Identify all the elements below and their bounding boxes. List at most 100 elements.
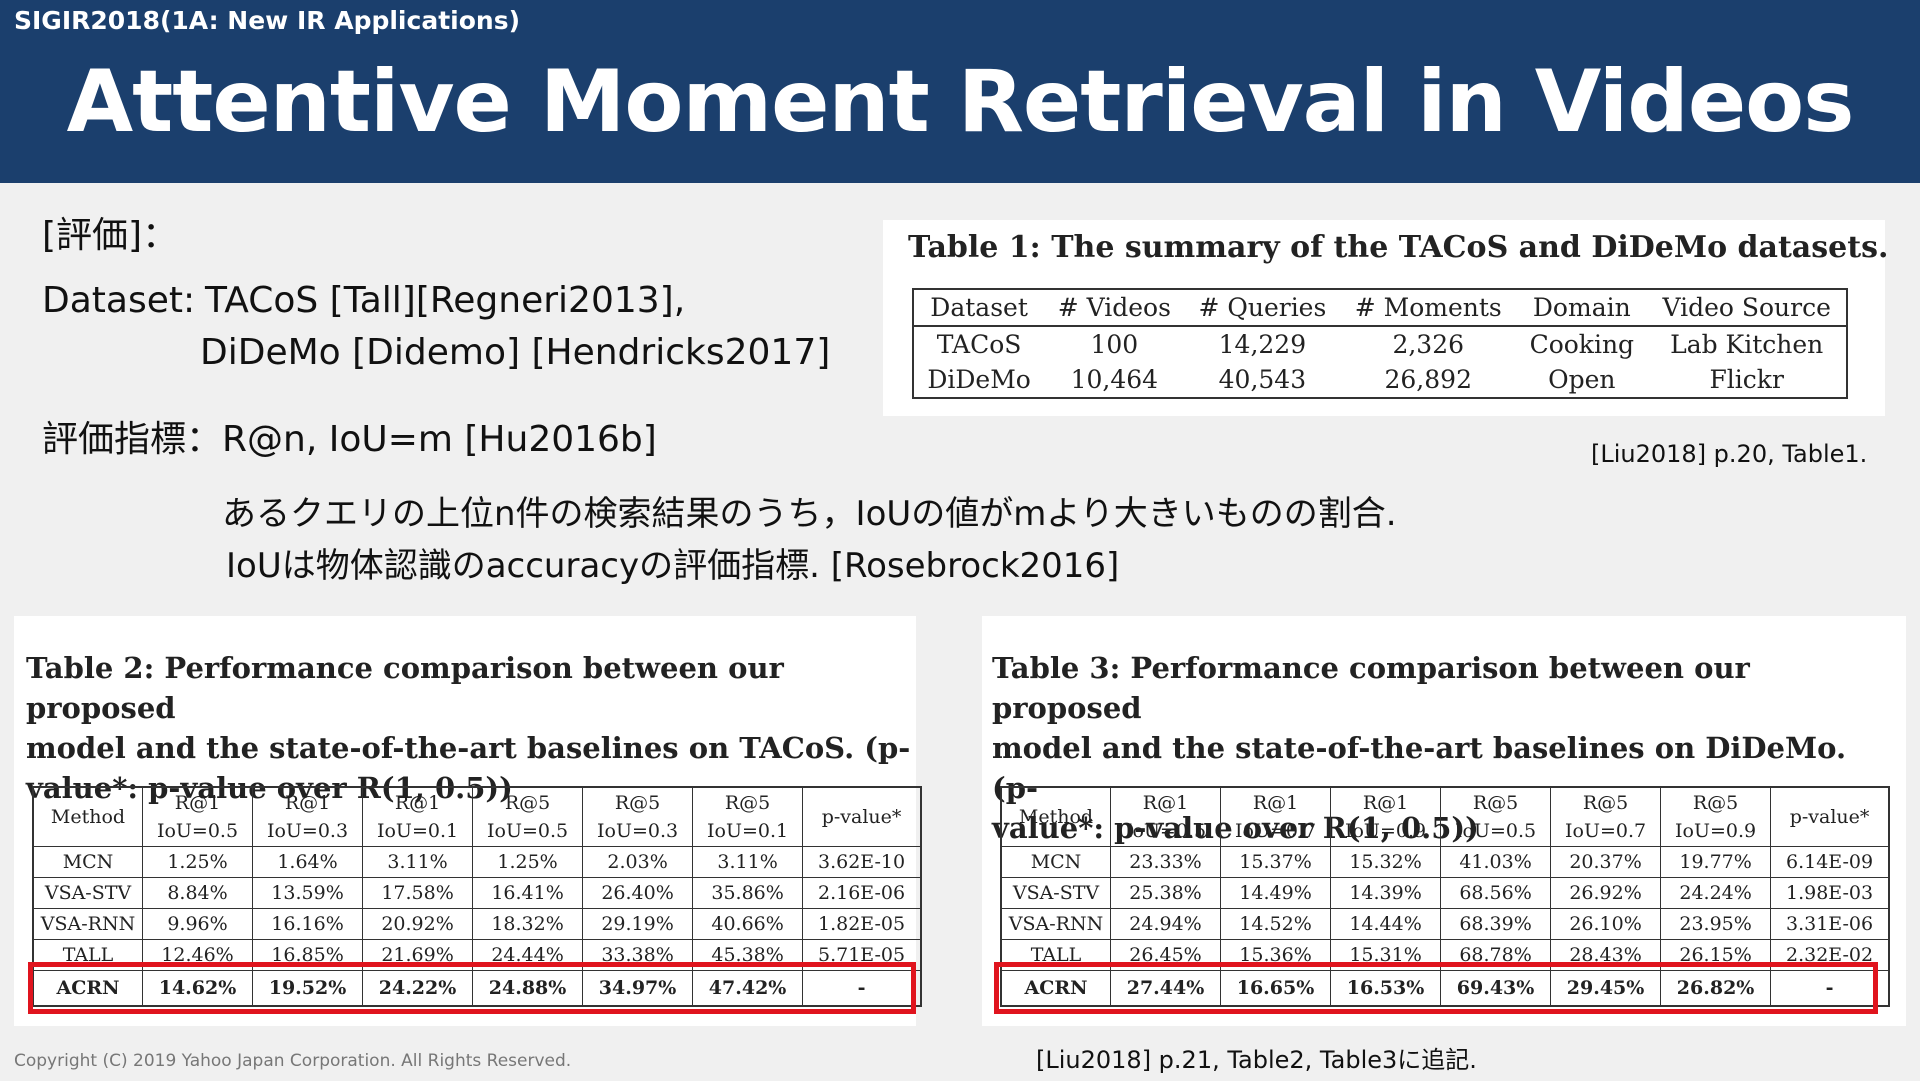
table2-value-cell: 20.92%	[362, 908, 474, 940]
table1-header-cell: Dataset	[930, 293, 1028, 322]
table3-header-text: R@5	[1692, 792, 1739, 814]
table2-method-cell: VSA-RNN	[32, 908, 143, 940]
table1-cell: 10,464	[1070, 365, 1159, 394]
table2-value-cell: 18.32%	[472, 908, 584, 940]
table3-value-cell: 3.31E-06	[1770, 908, 1890, 940]
table2-value-cell: 3.62E-10	[802, 846, 922, 878]
table3-header-cell: R@5 IoU=0.9	[1660, 786, 1772, 847]
table3-value-cell: 26.82%	[1660, 970, 1772, 1007]
table2-value-cell: 35.86%	[692, 877, 804, 909]
table2-header-cell: R@1 IoU=0.3	[252, 786, 364, 847]
table3-method-cell: VSA-STV	[1000, 877, 1111, 909]
dataset-label: Dataset:	[42, 280, 196, 321]
table3-header-text: R@1	[1362, 792, 1409, 814]
table2-value-cell: 2.16E-06	[802, 877, 922, 909]
table3-header-text: IoU=0.9	[1344, 820, 1427, 842]
table3-header-text: IoU=0.7	[1565, 820, 1647, 842]
table3-header-cell: Method	[1000, 786, 1111, 847]
table2-value-cell: 47.42%	[692, 970, 804, 1007]
explanation-line-1: あるクエリの上位n件の検索結果のうち，IoUの値がmより大きいものの割合.	[222, 494, 1397, 534]
table2-header-text: IoU=0.5	[487, 820, 569, 842]
table1-cell: Flickr	[1709, 365, 1784, 394]
table3-header-text: R@1	[1142, 792, 1189, 814]
table3-value-cell: 16.65%	[1220, 970, 1332, 1007]
table3-header-text: R@5	[1472, 792, 1519, 814]
table1-cell: Lab Kitchen	[1670, 330, 1824, 359]
table1-header-cell: Domain	[1532, 293, 1631, 322]
slide-title: Attentive Moment Retrieval in Videos	[66, 52, 1855, 152]
table3-value-cell: 41.03%	[1440, 846, 1552, 878]
table3-value-cell: 14.49%	[1220, 877, 1332, 909]
table1-cell: DiDeMo	[927, 365, 1031, 394]
table3-header-cell: p-value*	[1770, 786, 1890, 847]
tables-source: [Liu2018] p.21, Table2, Table3に追記.	[1036, 1046, 1477, 1074]
table2-value-cell: 17.58%	[362, 877, 474, 909]
table1-header-cell: # Queries	[1198, 293, 1327, 322]
dataset-line-1: TACoS [Tall][Regneri2013],	[205, 280, 686, 321]
table2-header-cell: R@5 IoU=0.5	[472, 786, 584, 847]
table3-header-text: p-value*	[1789, 806, 1870, 828]
table2-value-cell: 16.41%	[472, 877, 584, 909]
table3-value-cell: 68.39%	[1440, 908, 1552, 940]
table3-value-cell: 6.14E-09	[1770, 846, 1890, 878]
table2-caption-line-2: model and the state-of-the-art baselines…	[26, 731, 911, 765]
table2-value-cell: 13.59%	[252, 877, 364, 909]
table2-value-cell: 1.25%	[141, 846, 254, 878]
table3-value-cell: 15.32%	[1330, 846, 1442, 878]
table2-header-text: R@1	[284, 792, 331, 814]
table3-value-cell: 26.10%	[1550, 908, 1662, 940]
table2-value-cell: 34.97%	[582, 970, 694, 1007]
table3-header-cell: R@5 IoU=0.5	[1440, 786, 1552, 847]
table3-header-text: IoU=0.5	[1124, 820, 1207, 842]
conference-label: SIGIR2018(1A: New IR Applications)	[14, 6, 520, 35]
eval-heading: [評価]：	[42, 215, 179, 256]
table2-value-cell: 3.11%	[692, 846, 804, 878]
table1-row: DiDeMo 10,464 40,543 26,892 Open Flickr	[913, 362, 1847, 398]
table2-row: VSA-RNN 9.96% 16.16% 20.92% 18.32% 29.19% 40.6…	[32, 908, 922, 940]
table3-value-cell: 20.37%	[1550, 846, 1662, 878]
title-banner: SIGIR2018(1A: New IR Applications) Atten…	[0, 0, 1920, 183]
table3-value-cell: 29.45%	[1550, 970, 1662, 1007]
table1-header-cell: # Moments	[1354, 293, 1502, 322]
table3-method-cell: MCN	[1000, 846, 1111, 878]
table2-header-text: IoU=0.3	[597, 820, 679, 842]
table2-header-cell: Method	[32, 786, 143, 847]
table1-source: [Liu2018] p.20, Table1.	[1591, 440, 1868, 468]
table2-header-text: R@1	[174, 792, 221, 814]
table3-row: ACRN 27.44% 16.65% 16.53% 69.43% 29.45% 26.82%…	[1000, 970, 1890, 1007]
table3-value-cell: 25.38%	[1109, 877, 1222, 909]
table2-header-text: R@5	[614, 792, 661, 814]
table3: Method R@1 IoU=0.5 R@1 IoU=0.7 R@1 IoU=0.9 R@5 I…	[1000, 786, 1890, 1007]
table2-value-cell: 24.22%	[362, 970, 474, 1007]
table2-row: VSA-STV 8.84% 13.59% 17.58% 16.41% 26.40% 35.8…	[32, 877, 922, 909]
table2-header-text: IoU=0.3	[266, 820, 349, 842]
table3-caption-line-2: model and the state-of-the-art baselines…	[992, 731, 1847, 805]
table3-value-cell: 14.44%	[1330, 908, 1442, 940]
table1-panel: Table 1: The summary of the TACoS and Di…	[883, 220, 1889, 416]
table3-value-cell: 14.39%	[1330, 877, 1442, 909]
table2-value-cell: -	[802, 970, 922, 1007]
table2-value-cell: 40.66%	[692, 908, 804, 940]
table3-row: MCN 23.33% 15.37% 15.32% 41.03% 20.37% 19.77% 6…	[1000, 846, 1890, 878]
table3-header-cell: R@1 IoU=0.7	[1220, 786, 1332, 847]
table3-value-cell: 68.78%	[1440, 939, 1552, 971]
table1-cell: TACoS	[936, 330, 1022, 359]
table2-value-cell: 1.64%	[252, 846, 364, 878]
table2-panel: Table 2: Performance comparison between …	[14, 616, 922, 1026]
table3-value-cell: -	[1770, 970, 1890, 1007]
table2-value-cell: 2.03%	[582, 846, 694, 878]
table2-value-cell: 26.40%	[582, 877, 694, 909]
table3-header-cell: R@1 IoU=0.9	[1330, 786, 1442, 847]
table3-value-cell: 26.92%	[1550, 877, 1662, 909]
table3-row: VSA-RNN 24.94% 14.52% 14.44% 68.39% 26.10% 23.…	[1000, 908, 1890, 940]
table1-cell: 26,892	[1384, 365, 1472, 394]
table1-row: TACoS 100 14,229 2,326 Cooking Lab Kitchen	[913, 326, 1847, 362]
table1-caption: Table 1: The summary of the TACoS and Di…	[908, 230, 1889, 265]
table3-value-cell: 23.95%	[1660, 908, 1772, 940]
table3-header-text: R@5	[1582, 792, 1629, 814]
table2-header-text: R@1	[394, 792, 441, 814]
table2-header-text: R@5	[724, 792, 771, 814]
table3-header-text: Method	[1018, 806, 1094, 828]
table2-header-cell: R@5 IoU=0.1	[692, 786, 804, 847]
table2-acrn-highlight	[28, 962, 916, 1014]
